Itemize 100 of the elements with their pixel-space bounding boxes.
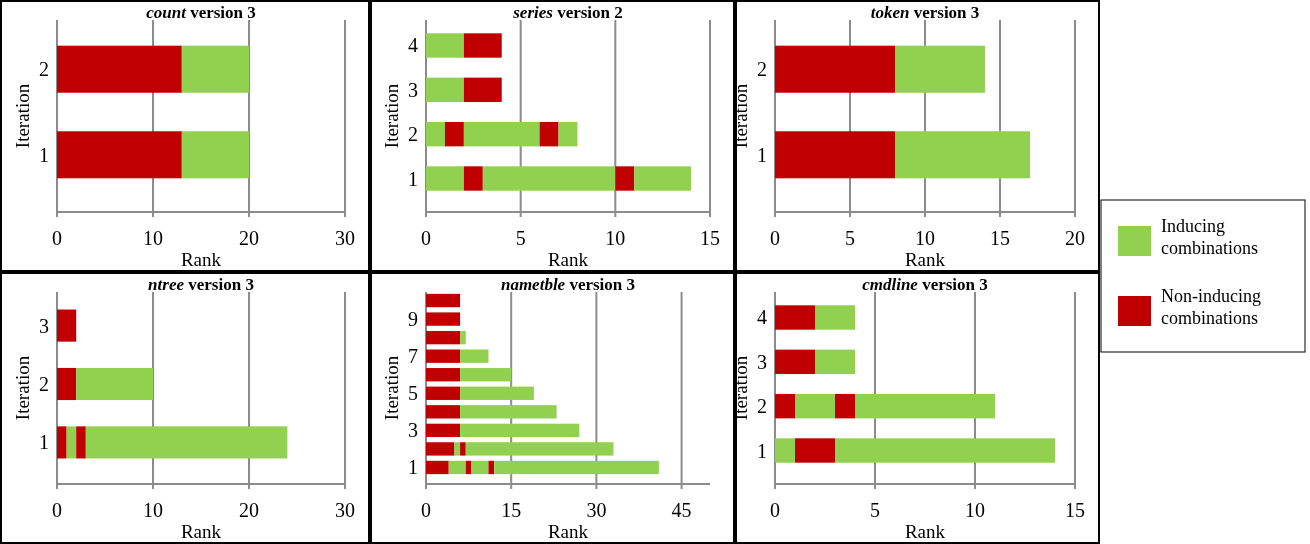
x-tick-label: 5: [515, 227, 526, 249]
bar: [835, 393, 855, 419]
bar: [465, 442, 614, 456]
y-tick-label: 2: [39, 373, 49, 395]
bar: [460, 368, 512, 382]
y-axis-title: Iteration: [381, 355, 402, 421]
bar: [463, 121, 540, 147]
bar: [426, 121, 445, 147]
y-tick-label: 1: [39, 431, 49, 454]
x-tick-label: 10: [143, 499, 163, 521]
bar: [454, 442, 461, 456]
bar: [426, 460, 449, 475]
y-tick-label: 1: [408, 456, 418, 479]
y-tick-label: 2: [408, 123, 418, 146]
y-tick-label: 1: [39, 143, 49, 166]
y-axis-title: Iteration: [12, 355, 33, 421]
bar: [66, 426, 77, 459]
bar: [426, 312, 461, 326]
x-axis-title: Rank: [904, 521, 946, 542]
legend-label: Inducing combinations: [1161, 216, 1258, 258]
x-axis-title: Rank: [904, 249, 946, 270]
bar: [426, 166, 464, 191]
bar: [895, 131, 1030, 179]
chart-title: token version 3: [870, 3, 980, 22]
y-tick-label: 3: [39, 314, 49, 337]
bar: [460, 330, 466, 345]
y-tick-label: 1: [408, 167, 418, 190]
bar: [426, 442, 455, 456]
bar: [76, 367, 153, 401]
legend-label: Non-inducing combinations: [1161, 286, 1261, 328]
bar: [57, 367, 77, 401]
y-tick-label: 2: [757, 395, 767, 418]
bar: [855, 393, 995, 419]
y-tick-label: 3: [408, 419, 418, 442]
x-tick-label: 10: [143, 227, 163, 249]
bar: [460, 423, 580, 438]
chart-title: ntree version 3: [148, 275, 254, 294]
x-tick-label: 5: [845, 227, 855, 249]
bar: [463, 77, 502, 103]
y-axis-title: Iteration: [381, 83, 402, 149]
bar: [634, 166, 692, 191]
x-tick-label: 15: [1065, 499, 1085, 521]
bar: [426, 423, 461, 438]
bar: [460, 349, 489, 363]
x-tick-label: 20: [1065, 227, 1085, 249]
x-tick-label: 15: [990, 227, 1010, 249]
x-tick-label: 0: [52, 499, 62, 521]
chart-title: nametble version 3: [500, 275, 636, 294]
x-tick-label: 10: [605, 227, 626, 249]
y-axis-title: Iteration: [730, 83, 751, 149]
chart-title: cmdline version 3: [862, 275, 988, 294]
x-tick-label: 5: [870, 499, 880, 521]
y-axis-title: Iteration: [730, 355, 751, 421]
bar: [426, 405, 461, 419]
bar: [488, 460, 495, 475]
bar: [460, 442, 466, 456]
bar: [426, 368, 461, 382]
x-tick-label: 30: [586, 499, 607, 521]
y-tick-label: 5: [408, 382, 418, 405]
y-tick-label: 3: [408, 78, 418, 101]
y-tick-label: 2: [757, 58, 767, 81]
bar: [775, 305, 815, 330]
bar: [795, 438, 835, 463]
bar: [57, 426, 67, 459]
y-tick-label: 2: [39, 58, 49, 81]
bar: [775, 45, 895, 93]
x-axis-title: Rank: [547, 521, 589, 542]
x-tick-label: 20: [239, 227, 259, 249]
bar: [57, 309, 77, 342]
x-axis-title: Rank: [547, 249, 589, 270]
x-tick-label: 30: [335, 499, 355, 521]
bar: [471, 460, 489, 475]
y-tick-label: 1: [757, 439, 767, 462]
bar: [76, 426, 86, 459]
bar: [463, 166, 483, 191]
bar: [815, 349, 855, 375]
x-tick-label: 15: [700, 227, 720, 249]
y-tick-label: 9: [408, 308, 418, 331]
x-axis-title: Rank: [180, 249, 222, 270]
bar: [448, 460, 466, 475]
chart-title: count version 3: [146, 3, 256, 22]
y-tick-label: 3: [757, 350, 767, 373]
bar: [482, 166, 616, 191]
x-tick-label: 0: [770, 499, 780, 521]
bar: [815, 305, 855, 330]
bar: [795, 393, 835, 419]
x-tick-label: 10: [915, 227, 935, 249]
bar: [444, 121, 464, 147]
bar: [835, 438, 1055, 463]
bar: [775, 438, 795, 463]
bar: [426, 386, 461, 400]
bar: [775, 393, 795, 419]
bar: [463, 33, 502, 58]
y-axis-title: Iteration: [12, 83, 33, 149]
bar: [558, 121, 578, 147]
bar: [426, 77, 464, 103]
x-tick-label: 15: [501, 499, 522, 521]
x-tick-label: 10: [965, 499, 985, 521]
bar: [426, 349, 461, 363]
x-tick-label: 0: [52, 227, 62, 249]
